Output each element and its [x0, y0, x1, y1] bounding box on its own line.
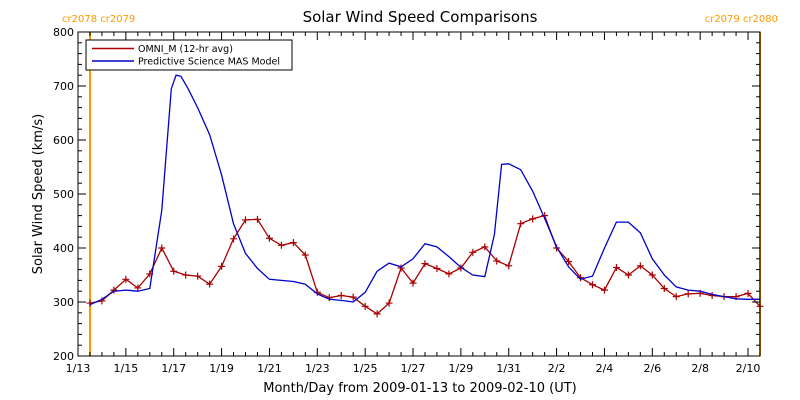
x-tick-label: 1/23	[305, 362, 330, 375]
cr-marker-label: cr2078 cr2079	[62, 14, 135, 25]
data-point	[301, 251, 309, 259]
data-point	[660, 285, 668, 292]
y-tick-label: 600	[53, 134, 74, 147]
data-point	[600, 286, 608, 294]
data-point	[253, 215, 261, 223]
x-tick-label: 2/10	[736, 362, 761, 375]
data-point	[218, 262, 226, 270]
data-point	[612, 263, 620, 271]
data-point	[409, 279, 417, 287]
y-axis: 200 300 400 500 600 700 800	[53, 26, 760, 363]
cr-marker-label: cr2079 cr2080	[705, 14, 778, 25]
data-point	[529, 215, 537, 223]
x-tick-label: 1/21	[257, 362, 282, 375]
data-point	[421, 260, 429, 268]
data-point	[517, 220, 525, 228]
plot-frame	[77, 31, 761, 357]
y-tick-label: 300	[53, 296, 74, 309]
chart-title: Solar Wind Speed Comparisons	[303, 8, 538, 26]
data-point	[158, 244, 166, 252]
data-point	[134, 284, 142, 292]
x-tick-label: 1/31	[496, 362, 521, 375]
data-point	[684, 290, 692, 298]
data-point	[636, 262, 644, 270]
data-point	[397, 264, 405, 272]
data-point	[265, 234, 273, 242]
x-tick-label: 2/4	[596, 362, 614, 375]
y-tick-label: 700	[53, 80, 74, 93]
data-point	[277, 241, 285, 249]
data-point	[445, 270, 453, 278]
data-point	[588, 281, 596, 289]
data-point	[242, 216, 250, 224]
data-point	[182, 271, 190, 279]
data-point	[194, 272, 202, 280]
legend-box	[85, 39, 293, 71]
data-point	[122, 275, 130, 283]
x-tick-label: 1/25	[353, 362, 378, 375]
data-point	[708, 292, 716, 300]
data-point	[624, 271, 632, 279]
data-point	[230, 235, 238, 243]
x-tick-label: 1/27	[401, 362, 426, 375]
legend-label-omni: OMNI_M (12-hr avg)	[138, 44, 233, 55]
y-axis-label: Solar Wind Speed (km/s)	[31, 114, 46, 274]
series-line-1	[89, 74, 760, 306]
legend: OMNI_M (12-hr avg) Predictive Science MA…	[85, 39, 293, 71]
x-tick-label: 1/19	[209, 362, 234, 375]
data-point	[337, 292, 345, 300]
data-point	[481, 243, 489, 251]
x-tick-label: 1/29	[449, 362, 474, 375]
series-layer	[86, 74, 764, 318]
data-point	[565, 258, 573, 265]
data-point	[469, 248, 477, 256]
data-point	[744, 289, 752, 297]
x-tick-label: 1/13	[66, 362, 91, 375]
data-point	[373, 310, 381, 318]
x-tick-label: 1/15	[114, 362, 139, 375]
legend-label-model: Predictive Science MAS Model	[138, 57, 280, 68]
x-tick-label: 2/2	[548, 362, 566, 375]
y-tick-label: 400	[53, 242, 74, 255]
data-point	[206, 280, 214, 288]
y-tick-label: 200	[53, 350, 74, 363]
x-tick-label: 1/17	[161, 362, 186, 375]
data-point	[361, 302, 369, 310]
x-axis-label: Month/Day from 2009-01-13 to 2009-02-10 …	[263, 381, 576, 396]
x-tick-label: 2/8	[691, 362, 709, 375]
x-axis: 1/13 1/15 1/17 1/19 1/21 1/23 1/25 1/27 1/29 1/31…	[66, 32, 761, 375]
data-point	[672, 293, 680, 301]
data-point	[349, 293, 357, 301]
data-point	[493, 257, 501, 265]
y-tick-label: 800	[53, 26, 74, 39]
data-point	[648, 271, 656, 279]
y-tick-label: 500	[53, 188, 74, 201]
data-point	[110, 286, 118, 294]
data-point	[385, 299, 393, 307]
data-point	[505, 262, 513, 270]
data-point	[289, 239, 297, 247]
x-tick-label: 2/6	[643, 362, 661, 375]
data-point	[433, 265, 441, 273]
data-point	[170, 267, 178, 275]
